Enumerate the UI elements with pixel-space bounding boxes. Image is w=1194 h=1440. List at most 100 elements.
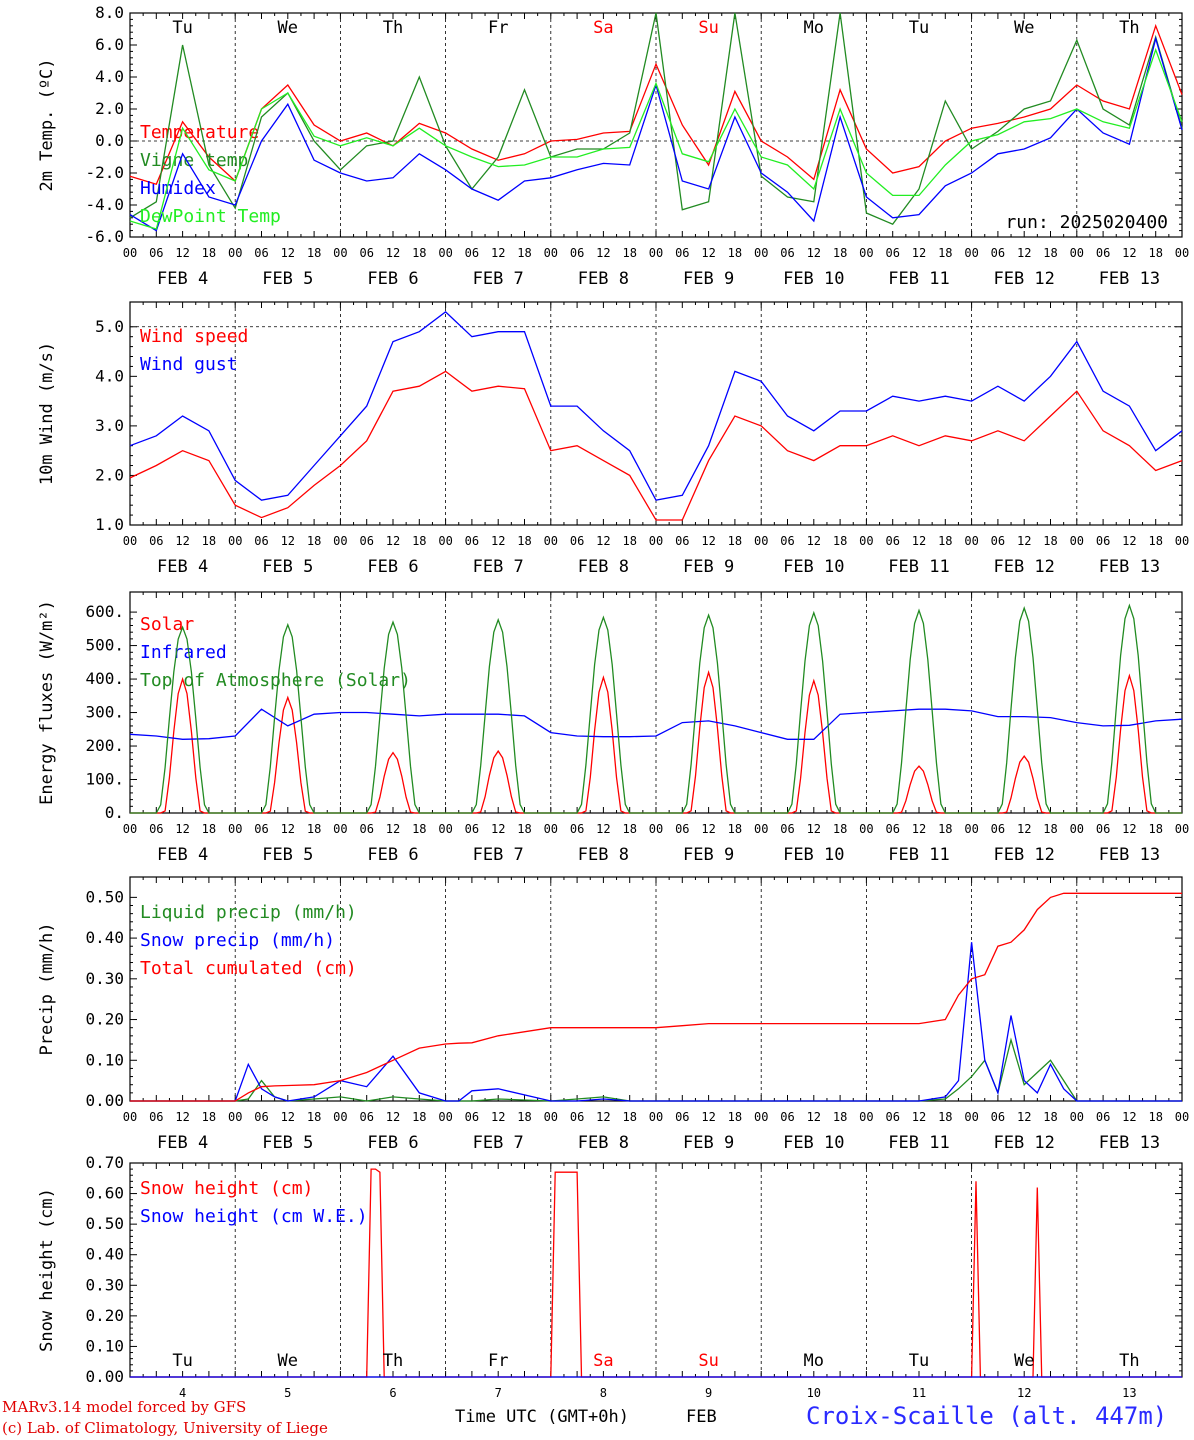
y-tick-label: 100. xyxy=(85,770,124,789)
hour-tick-label: 06 xyxy=(359,534,373,548)
hour-tick-label: 00 xyxy=(964,534,978,548)
day-number-label: 4 xyxy=(179,1386,186,1400)
hour-tick-label: 00 xyxy=(1175,822,1189,836)
hour-tick-label: 12 xyxy=(281,1110,295,1124)
y-tick-label: 0.00 xyxy=(85,1367,124,1386)
date-label: FEB 7 xyxy=(473,557,524,577)
hour-tick-label: 00 xyxy=(123,246,137,260)
y-tick-label: 0.70 xyxy=(85,1153,124,1172)
panel-5: 0.00 0.10 0.20 0.30 0.40 0.50 0.60 0.70 Snow hei… xyxy=(37,1153,1183,1400)
hour-tick-label: 18 xyxy=(307,822,321,836)
date-label: FEB 7 xyxy=(473,845,524,865)
y-tick-label: 0.20 xyxy=(85,1010,124,1029)
hour-tick-label: 06 xyxy=(359,1110,373,1124)
date-label: FEB 7 xyxy=(473,1133,524,1153)
weekday-label: Th xyxy=(383,1351,403,1371)
hour-tick-label: 12 xyxy=(701,1110,715,1124)
hour-tick-label: 18 xyxy=(1148,822,1162,836)
model-credit: MARv3.14 model forced by GFS xyxy=(2,1398,247,1416)
y-tick-label: 0.40 xyxy=(85,928,124,947)
y-tick-label: -4.0 xyxy=(85,195,124,214)
hour-tick-label: 00 xyxy=(228,534,242,548)
hour-tick-label: 18 xyxy=(1148,1110,1162,1124)
date-label: FEB 4 xyxy=(157,845,208,865)
y-tick-label: 300. xyxy=(85,703,124,722)
hour-tick-label: 12 xyxy=(281,246,295,260)
hour-tick-label: 18 xyxy=(412,534,426,548)
hour-tick-label: 18 xyxy=(412,246,426,260)
hour-tick-label: 18 xyxy=(728,534,742,548)
hour-tick-label: 12 xyxy=(1122,1110,1136,1124)
hour-tick-label: 06 xyxy=(991,534,1005,548)
date-label: FEB 5 xyxy=(262,269,313,289)
hour-tick-label: 12 xyxy=(807,822,821,836)
hour-tick-label: 18 xyxy=(517,822,531,836)
legend-entry: Wind gust xyxy=(140,354,238,375)
date-label: FEB 13 xyxy=(1099,557,1160,577)
day-number-label: 13 xyxy=(1122,1386,1136,1400)
station-title: Croix-Scaille (alt. 447m) xyxy=(806,1402,1168,1430)
hour-tick-label: 18 xyxy=(1043,822,1057,836)
panel-3: 0. 100. 200. 300. 400. 500. 600. Energy fluxes … xyxy=(37,591,1189,865)
hour-tick-label: 18 xyxy=(1043,246,1057,260)
hour-tick-label: 18 xyxy=(307,534,321,548)
date-label: FEB 8 xyxy=(578,557,629,577)
y-tick-label: 4.0 xyxy=(95,366,124,385)
hour-tick-label: 18 xyxy=(517,246,531,260)
legend-entry: Snow height (cm W.E.) xyxy=(140,1206,368,1227)
hour-tick-label: 00 xyxy=(123,822,137,836)
hour-tick-label: 12 xyxy=(912,246,926,260)
date-label: FEB 8 xyxy=(578,1133,629,1153)
legend-entry: Snow precip (mm/h) xyxy=(140,930,335,951)
hour-tick-label: 00 xyxy=(859,246,873,260)
hour-tick-label: 18 xyxy=(412,822,426,836)
hour-tick-label: 12 xyxy=(1017,822,1031,836)
hour-tick-label: 06 xyxy=(885,822,899,836)
y-tick-label: 500. xyxy=(85,636,124,655)
hour-tick-label: 18 xyxy=(517,1110,531,1124)
weekday-label: We xyxy=(1014,18,1034,38)
y-axis-label: Snow height (cm) xyxy=(37,1188,57,1352)
hour-tick-label: 12 xyxy=(1017,1110,1031,1124)
y-tick-label: 0.10 xyxy=(85,1336,124,1355)
hour-tick-label: 18 xyxy=(938,1110,952,1124)
hour-tick-label: 06 xyxy=(675,246,689,260)
weekday-label: Tu xyxy=(909,18,929,38)
hour-tick-label: 18 xyxy=(202,1110,216,1124)
hour-tick-label: 12 xyxy=(386,246,400,260)
date-label: FEB 7 xyxy=(473,269,524,289)
weekday-label: Tu xyxy=(172,1351,192,1371)
hour-tick-label: 18 xyxy=(622,534,636,548)
hour-tick-label: 00 xyxy=(333,822,347,836)
hour-tick-label: 00 xyxy=(1175,534,1189,548)
hour-tick-label: 12 xyxy=(491,534,505,548)
hour-tick-label: 18 xyxy=(1043,1110,1057,1124)
legend-entry: Infrared xyxy=(140,642,227,663)
hour-tick-label: 00 xyxy=(544,1110,558,1124)
hour-tick-label: 12 xyxy=(596,534,610,548)
y-tick-label: 3.0 xyxy=(95,416,124,435)
hour-tick-label: 00 xyxy=(754,822,768,836)
hour-tick-label: 18 xyxy=(202,534,216,548)
hour-tick-label: 06 xyxy=(991,246,1005,260)
hour-tick-label: 06 xyxy=(885,1110,899,1124)
hour-tick-label: 00 xyxy=(438,1110,452,1124)
hour-tick-label: 00 xyxy=(544,246,558,260)
hour-tick-label: 06 xyxy=(991,1110,1005,1124)
hour-tick-label: 06 xyxy=(465,246,479,260)
day-number-label: 12 xyxy=(1017,1386,1031,1400)
y-tick-label: 1.0 xyxy=(95,515,124,534)
hour-tick-label: 18 xyxy=(622,822,636,836)
hour-tick-label: 12 xyxy=(491,822,505,836)
hour-tick-label: 12 xyxy=(596,822,610,836)
hour-tick-label: 12 xyxy=(1017,246,1031,260)
date-label: FEB 6 xyxy=(367,1133,418,1153)
hour-tick-label: 06 xyxy=(780,1110,794,1124)
hour-tick-label: 00 xyxy=(438,534,452,548)
hour-tick-label: 00 xyxy=(1070,246,1084,260)
hour-tick-label: 00 xyxy=(228,246,242,260)
date-label: FEB 6 xyxy=(367,557,418,577)
y-tick-label: 5.0 xyxy=(95,317,124,336)
day-number-label: 10 xyxy=(807,1386,821,1400)
date-label: FEB 8 xyxy=(578,269,629,289)
